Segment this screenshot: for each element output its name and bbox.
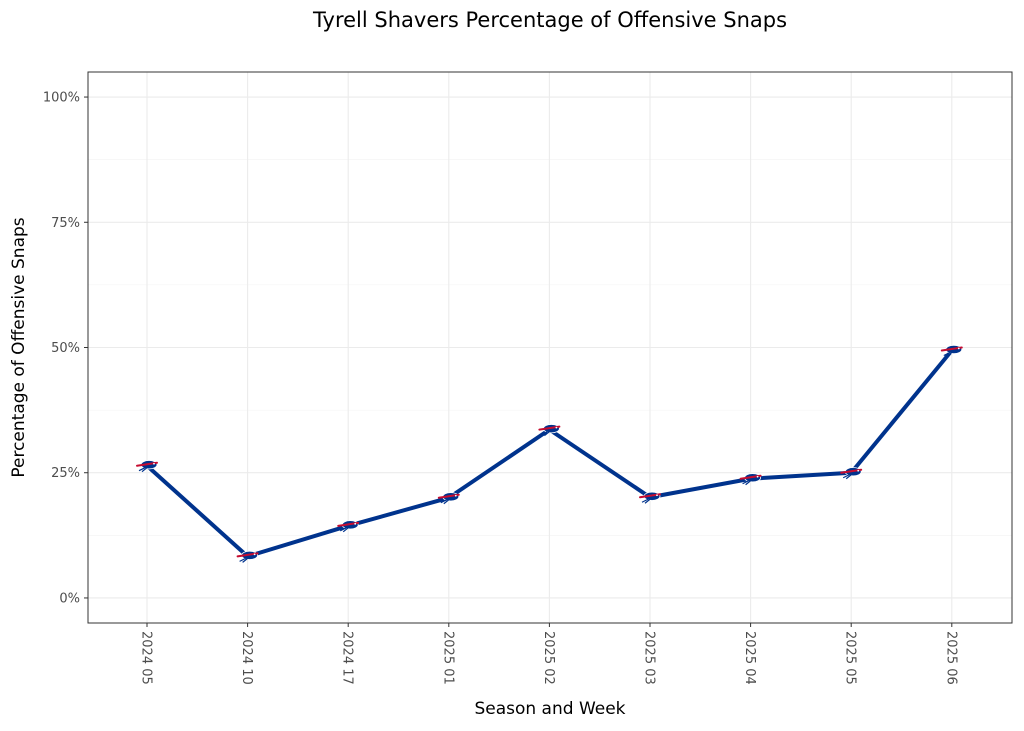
x-axis: 2024 05 2024 10 2024 17 2025 01 2025 02 2025 … <box>139 623 958 685</box>
x-tick-label: 2025 01 <box>440 631 455 685</box>
bills-logo-icon <box>337 520 360 533</box>
y-tick-label: 75% <box>51 216 80 231</box>
bills-logo-icon <box>639 491 661 504</box>
bills-logo-icon <box>236 550 259 563</box>
grid <box>88 72 1012 623</box>
chart-title: Tyrell Shavers Percentage of Offensive S… <box>312 8 787 32</box>
y-axis-title: Percentage of Offensive Snaps <box>9 217 29 477</box>
bills-logo-icon <box>940 344 963 357</box>
y-tick-label: 0% <box>59 591 80 606</box>
bills-logo-icon <box>437 492 460 505</box>
x-tick-label: 2025 04 <box>742 631 757 685</box>
x-tick-label: 2024 10 <box>239 631 254 685</box>
x-tick-label: 2025 05 <box>843 631 858 685</box>
y-tick-label: 100% <box>43 91 80 106</box>
x-tick-label: 2025 02 <box>541 631 556 685</box>
bills-logo-icon <box>739 473 762 486</box>
x-tick-label: 2025 03 <box>642 631 657 685</box>
y-tick-label: 25% <box>51 466 80 481</box>
bills-logo-icon <box>136 460 158 473</box>
y-tick-label: 50% <box>51 341 80 356</box>
y-axis: 0% 25% 50% 75% 100% <box>43 91 88 606</box>
x-tick-label: 2024 17 <box>340 631 355 685</box>
x-tick-label: 2024 05 <box>139 631 154 685</box>
bills-logo-icon <box>538 424 561 437</box>
bills-logo-icon <box>840 467 863 480</box>
series <box>136 344 963 563</box>
x-axis-title: Season and Week <box>474 699 625 719</box>
x-tick-label: 2025 06 <box>943 631 958 685</box>
